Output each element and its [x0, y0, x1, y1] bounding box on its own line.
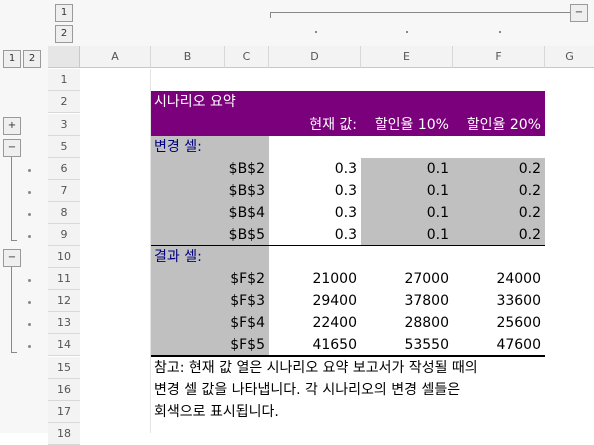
row-header-15[interactable]: 15 [48, 357, 80, 379]
row-header-13[interactable]: 13 [48, 312, 80, 334]
column-outline-bar [0, 0, 594, 46]
result-s2[interactable]: 25600 [496, 315, 541, 331]
column-header-b[interactable]: B [151, 46, 225, 68]
row-outline-bar [0, 46, 48, 433]
row-header-9[interactable]: 9 [48, 224, 80, 246]
changing-ref[interactable]: $B$4 [228, 205, 265, 221]
row-group-expand-button[interactable]: + [3, 117, 21, 135]
row-header-1[interactable]: 1 [48, 69, 80, 91]
result-section-bottom-border [151, 355, 545, 357]
row-outline-level-1-button[interactable]: 1 [3, 50, 21, 68]
column-header-d[interactable]: D [269, 46, 361, 68]
column-group-line [270, 12, 570, 18]
note-line[interactable]: 회색으로 표시됩니다. [154, 404, 279, 420]
changing-s1[interactable]: 0.1 [426, 205, 449, 221]
result-current[interactable]: 29400 [312, 293, 357, 309]
row-dot-11 [28, 279, 31, 282]
changing-s1[interactable]: 0.1 [426, 183, 449, 199]
column-outline-level-2-button[interactable]: 2 [55, 25, 73, 43]
column-header-e[interactable]: E [361, 46, 453, 68]
column-header-f[interactable]: F [453, 46, 545, 68]
result-label-band [151, 246, 269, 268]
changing-ref[interactable]: $B$5 [228, 227, 265, 243]
result-s1[interactable]: 28800 [404, 315, 449, 331]
row-header-3[interactable]: 3 [48, 114, 80, 136]
column-dot-d [315, 31, 317, 33]
row-header-5[interactable]: 5 [48, 136, 80, 158]
row-header-14[interactable]: 14 [48, 334, 80, 356]
changing-s1[interactable]: 0.1 [426, 227, 449, 243]
row-dot-7 [28, 191, 31, 194]
header-scenario-discount-10[interactable]: 할인율 10% [374, 117, 449, 133]
row-header-8[interactable]: 8 [48, 202, 80, 224]
row-dot-12 [28, 301, 31, 304]
changing-ref[interactable]: $B$3 [228, 183, 265, 199]
changing-current[interactable]: 0.3 [334, 183, 357, 199]
result-cells-label[interactable]: 결과 셀: [154, 249, 202, 265]
column-header-a[interactable]: A [80, 46, 151, 68]
row-group-collapse-button-changing[interactable]: − [3, 139, 21, 157]
column-outline-level-1-button[interactable]: 1 [55, 4, 73, 22]
changing-ref[interactable]: $B$2 [228, 161, 265, 177]
result-ref[interactable]: $F$2 [230, 271, 265, 287]
row-header-12[interactable]: 12 [48, 290, 80, 312]
row-group-line-changing [11, 157, 17, 241]
result-ref[interactable]: $F$5 [230, 337, 265, 353]
changing-ref-block [151, 158, 269, 246]
changing-section-bottom-border [151, 245, 545, 246]
column-header-g[interactable]: G [545, 46, 594, 68]
row-header-6[interactable]: 6 [48, 158, 80, 180]
result-ref-block [151, 268, 269, 356]
changing-s2[interactable]: 0.2 [518, 183, 541, 199]
changing-values-block-e [361, 158, 453, 246]
result-s1[interactable]: 37800 [404, 293, 449, 309]
select-all-corner[interactable] [48, 46, 80, 68]
result-s2[interactable]: 47600 [496, 337, 541, 353]
row-group-line-results [11, 267, 17, 353]
row-header-18[interactable]: 18 [48, 423, 80, 445]
row-dot-9 [28, 235, 31, 238]
changing-label-band [151, 136, 269, 158]
note-line[interactable]: 변경 셀 값을 나타냅니다. 각 시나리오의 변경 셀들은 [154, 382, 461, 398]
row-header-16[interactable]: 16 [48, 379, 80, 401]
scenario-title[interactable]: 시나리오 요약 [154, 94, 236, 110]
result-ref[interactable]: $F$3 [230, 293, 265, 309]
changing-current[interactable]: 0.3 [334, 161, 357, 177]
row-dot-8 [28, 213, 31, 216]
column-dot-e [406, 31, 408, 33]
changing-s2[interactable]: 0.2 [518, 227, 541, 243]
result-s2[interactable]: 24000 [496, 271, 541, 287]
row-header-7[interactable]: 7 [48, 180, 80, 202]
row-header-11[interactable]: 11 [48, 268, 80, 290]
result-current[interactable]: 21000 [312, 271, 357, 287]
header-current-values[interactable]: 현재 값: [309, 117, 357, 133]
row-header-10[interactable]: 10 [48, 246, 80, 268]
changing-current[interactable]: 0.3 [334, 227, 357, 243]
header-scenario-discount-20[interactable]: 할인율 20% [466, 117, 541, 133]
row-dot-14 [28, 345, 31, 348]
scenario-title-band [151, 91, 545, 136]
row-header-17[interactable]: 17 [48, 401, 80, 423]
note-line[interactable]: 참고: 현재 값 열은 시나리오 요약 보고서가 작성될 때의 [154, 360, 478, 376]
row-group-collapse-button-results[interactable]: − [3, 249, 21, 267]
changing-cells-label[interactable]: 변경 셀: [154, 139, 202, 155]
changing-s1[interactable]: 0.1 [426, 161, 449, 177]
row-outline-level-2-button[interactable]: 2 [23, 50, 41, 68]
result-ref[interactable]: $F$4 [230, 315, 265, 331]
changing-current[interactable]: 0.3 [334, 205, 357, 221]
result-current[interactable]: 41650 [312, 337, 357, 353]
changing-s2[interactable]: 0.2 [518, 161, 541, 177]
column-header-c[interactable]: C [225, 46, 269, 68]
result-s1[interactable]: 53550 [404, 337, 449, 353]
row-header-2[interactable]: 2 [48, 91, 80, 113]
column-dot-f [499, 31, 501, 33]
changing-s2[interactable]: 0.2 [518, 205, 541, 221]
result-s1[interactable]: 27000 [404, 271, 449, 287]
result-s2[interactable]: 33600 [496, 293, 541, 309]
row-dot-6 [28, 169, 31, 172]
row-dot-13 [28, 323, 31, 326]
changing-values-block-f [453, 158, 545, 246]
column-group-collapse-button[interactable]: − [570, 4, 588, 22]
result-current[interactable]: 22400 [312, 315, 357, 331]
